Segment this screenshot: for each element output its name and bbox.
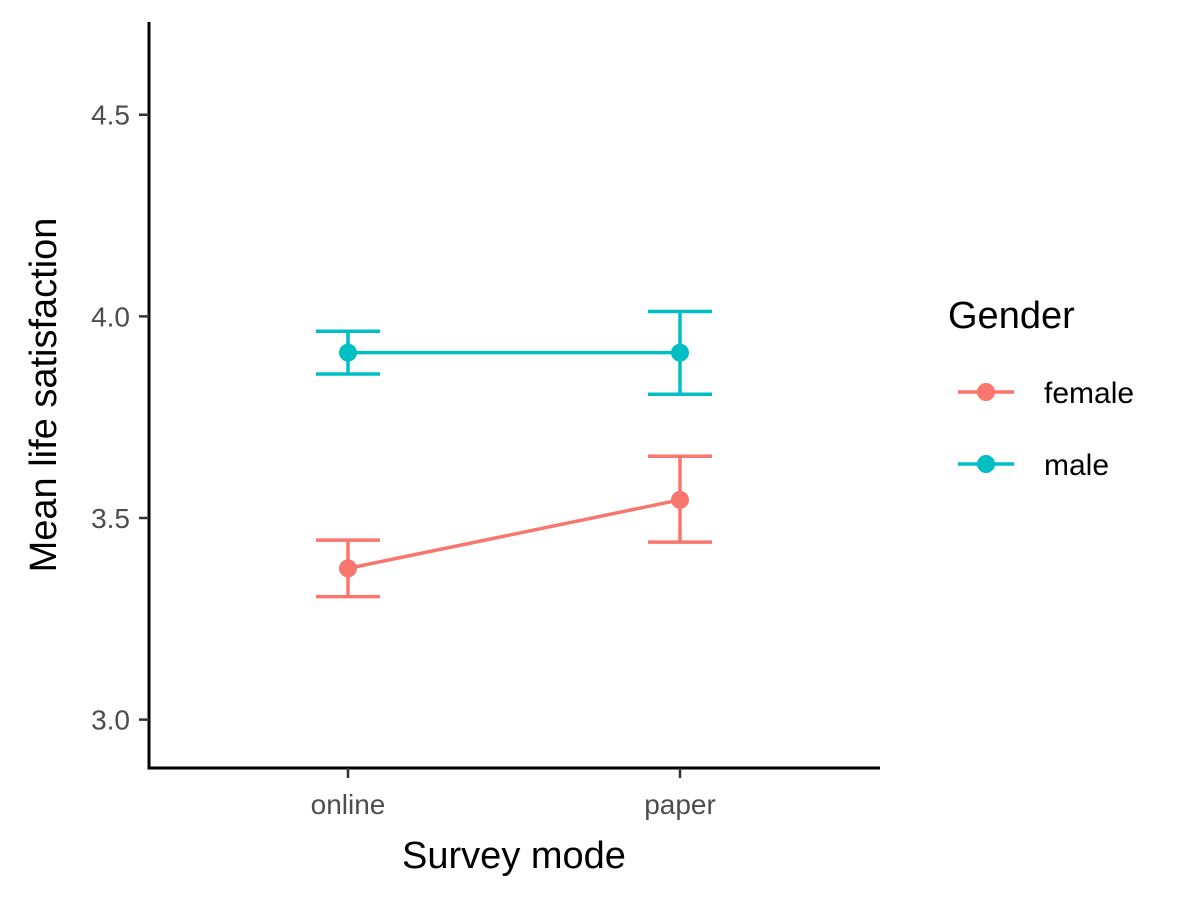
plot-area <box>316 309 712 599</box>
legend-item-male: male <box>958 449 1109 482</box>
axes <box>147 22 880 770</box>
legend-item-female: female <box>958 377 1134 410</box>
data-point <box>339 343 357 362</box>
series-line-female <box>347 498 681 571</box>
data-point <box>339 559 357 578</box>
y-tick-label: 3.5 <box>91 503 130 534</box>
ticks: 3.0 3.5 4.0 4.5 online paper <box>91 100 716 820</box>
x-axis-title: Survey mode <box>402 835 626 877</box>
series-male <box>316 309 712 396</box>
data-point <box>671 343 689 362</box>
legend-key-point <box>977 455 995 473</box>
data-point <box>671 490 689 509</box>
y-tick-label: 3.0 <box>91 705 130 736</box>
legend-title: Gender <box>948 295 1075 337</box>
legend-key-point <box>977 383 995 401</box>
x-tick-label: online <box>311 789 386 820</box>
y-axis-title: Mean life satisfaction <box>23 218 65 573</box>
legend: Gender female male <box>948 295 1134 482</box>
y-tick-label: 4.0 <box>91 301 130 332</box>
legend-label: male <box>1044 449 1109 482</box>
legend-label: female <box>1044 377 1134 410</box>
x-tick-label: paper <box>644 789 716 820</box>
series-female <box>316 454 712 599</box>
y-tick-label: 4.5 <box>91 100 130 131</box>
